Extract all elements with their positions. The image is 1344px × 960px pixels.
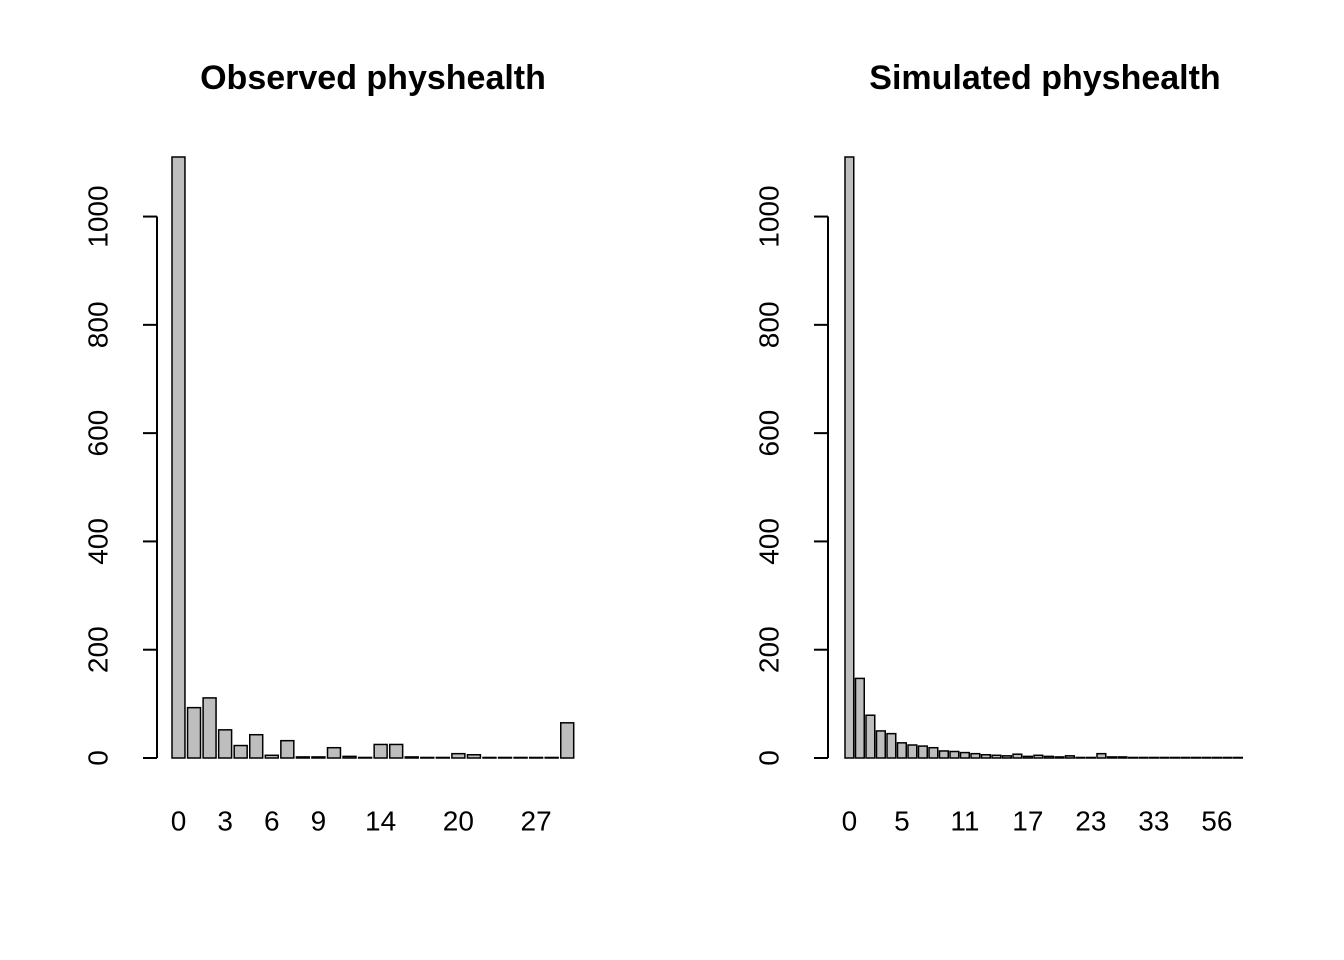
bar (865, 714, 876, 759)
x-tick-label: 5 (894, 805, 910, 836)
bar (1096, 752, 1107, 759)
bar (1085, 756, 1096, 759)
bar (1148, 756, 1159, 759)
bar (1222, 756, 1233, 759)
bar (980, 754, 991, 759)
y-tick-label: 400 (82, 518, 113, 565)
bar (1022, 755, 1033, 759)
x-tick-label: 3 (217, 805, 233, 836)
y-tick-label: 0 (82, 750, 113, 766)
bar (1169, 756, 1180, 759)
x-tick-label: 27 (521, 805, 552, 836)
bar (326, 746, 342, 759)
bar (1232, 756, 1243, 759)
x-tick-label: 11 (950, 805, 979, 836)
bar (1075, 756, 1086, 759)
y-tick-label: 1000 (82, 185, 113, 247)
bar (451, 752, 466, 759)
chart-title: Simulated physhealth (869, 59, 1220, 97)
x-tick-label: 14 (365, 805, 396, 836)
bar (295, 756, 311, 759)
bar (1033, 754, 1044, 759)
bar (907, 744, 918, 759)
bar (404, 756, 419, 759)
bar (528, 756, 544, 759)
bar (513, 756, 528, 759)
x-tick-label: 6 (264, 805, 280, 836)
y-tick-label: 600 (753, 410, 784, 457)
x-tick-label: 20 (443, 805, 474, 836)
y-tick-label: 1000 (753, 185, 784, 247)
bar (1012, 753, 1023, 759)
bar (1201, 756, 1212, 759)
y-tick-label: 200 (753, 626, 784, 673)
bar (938, 750, 949, 759)
x-tick-label: 9 (311, 805, 327, 836)
bar (171, 156, 186, 759)
bar (928, 746, 939, 759)
bar (435, 756, 451, 759)
x-tick-label: 17 (1012, 805, 1043, 836)
y-tick-label: 600 (82, 410, 113, 457)
bar (949, 750, 960, 759)
bar (233, 744, 248, 759)
y-tick-label: 800 (82, 301, 113, 348)
x-tick-label: 56 (1201, 805, 1232, 836)
bar (280, 739, 295, 759)
bar (1138, 756, 1149, 759)
bar (991, 754, 1002, 759)
bar (249, 733, 264, 759)
bar (482, 756, 497, 759)
y-tick-label: 200 (82, 626, 113, 673)
bar (202, 697, 217, 759)
x-tick-label: 33 (1138, 805, 1169, 836)
bar (917, 745, 928, 759)
bar (373, 743, 388, 759)
bar (217, 729, 233, 759)
bar (357, 756, 373, 759)
bar (970, 752, 981, 759)
bar (1064, 755, 1075, 759)
bar (844, 156, 855, 759)
bar (1211, 756, 1222, 759)
chart-title: Observed physhealth (200, 59, 546, 97)
bar (1180, 756, 1191, 759)
bar (544, 756, 559, 759)
y-tick-label: 0 (753, 750, 784, 766)
bar (1054, 756, 1065, 759)
bar (264, 754, 280, 759)
bar (1043, 755, 1054, 759)
bar (186, 706, 202, 759)
bar (342, 755, 357, 759)
x-tick-label: 0 (171, 805, 187, 836)
bar (1190, 756, 1201, 759)
bar (388, 743, 404, 759)
bar (875, 730, 886, 759)
bar (560, 722, 575, 759)
bar (466, 754, 482, 759)
bar (1117, 756, 1128, 759)
y-tick-label: 400 (753, 518, 784, 565)
x-tick-label: 0 (842, 805, 858, 836)
bar (497, 756, 513, 759)
bar (1127, 756, 1138, 759)
bar (854, 677, 865, 759)
bar (1159, 756, 1170, 759)
bar (959, 751, 970, 759)
bar (886, 732, 897, 759)
x-tick-label: 23 (1075, 805, 1106, 836)
bar (1106, 756, 1117, 759)
bar (1001, 755, 1012, 759)
bar (896, 742, 907, 759)
bar (311, 756, 326, 759)
bar (420, 756, 435, 759)
y-tick-label: 800 (753, 301, 784, 348)
